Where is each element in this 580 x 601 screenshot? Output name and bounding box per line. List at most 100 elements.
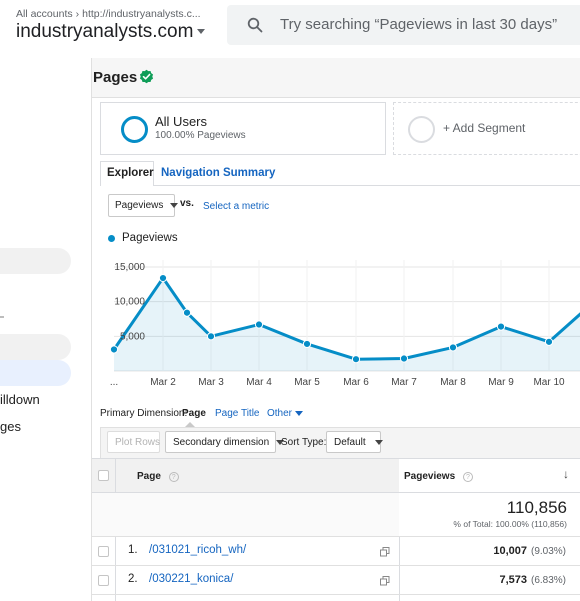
plot-rows-button[interactable]: Plot Rows xyxy=(107,431,160,453)
top-header: All accounts › http://industryanalysts.c..… xyxy=(0,0,580,58)
tab-explorer[interactable] xyxy=(100,161,154,186)
sidebar: illdown ges xyxy=(0,58,88,601)
select-metric-link[interactable]: Select a metric xyxy=(203,201,270,212)
row-checkbox[interactable] xyxy=(98,546,109,557)
tab-navigation-summary[interactable]: Navigation Summary xyxy=(161,167,276,179)
pageviews-line-chart: 15,000 10,000 5,000 ... Mar 2 Mar 3 Mar 4 Mar … xyxy=(109,260,580,388)
primary-dimension-label: Primary Dimension: xyxy=(100,408,188,419)
dimension-other[interactable]: Other xyxy=(267,408,304,419)
chart-point[interactable] xyxy=(206,332,216,341)
property-name: industryanalysts.com xyxy=(16,21,194,42)
row-pageviews-percent: (6.83%) xyxy=(531,575,567,586)
row-pageviews-value: 7,573 xyxy=(499,574,527,586)
chart-series-line xyxy=(112,276,580,361)
chart-point[interactable] xyxy=(351,355,361,364)
sidebar-item-group[interactable] xyxy=(0,334,71,360)
data-table: Page ? Pageviews ? ↓ 110,856 % of Total:… xyxy=(92,458,580,601)
chart-x-tick-label: Mar 10 xyxy=(533,377,565,388)
row-number: 1. xyxy=(128,544,138,556)
add-segment-button[interactable]: + Add Segment xyxy=(393,102,580,155)
segment-subtitle: 100.00% Pageviews xyxy=(155,130,246,141)
open-page-icon[interactable] xyxy=(380,544,390,557)
chevron-down-icon xyxy=(295,410,304,416)
col-header-pageviews[interactable]: Pageviews ? xyxy=(404,471,473,482)
chevron-down-icon xyxy=(197,29,206,35)
search-bar[interactable]: Try searching “Pageviews in last 30 days… xyxy=(227,5,580,45)
chart-y-tick-label: 10,000 xyxy=(114,297,145,308)
chart-point[interactable] xyxy=(254,320,264,329)
help-icon[interactable]: ? xyxy=(462,472,473,482)
chart-y-tick-label: 5,000 xyxy=(120,331,145,342)
col-header-page[interactable]: Page ? xyxy=(137,471,179,482)
chart-point[interactable] xyxy=(109,345,119,354)
chart-x-tick-labels: ... Mar 2 Mar 3 Mar 4 Mar 5 Mar 6 Mar 7 Mar 8 Ma… xyxy=(110,377,565,388)
sort-type-label: Sort Type: xyxy=(281,437,327,448)
dimension-other-label: Other xyxy=(267,408,293,419)
sidebar-item-active[interactable] xyxy=(0,360,71,386)
chevron-down-icon xyxy=(170,202,179,208)
row-page-link[interactable]: /030221_konica/ xyxy=(149,573,234,585)
chevron-down-icon xyxy=(374,439,383,445)
row-page-link[interactable]: /031021_ricoh_wh/ xyxy=(149,544,247,556)
total-subtitle: % of Total: 100.00% (110,856) xyxy=(453,519,567,529)
chart-point[interactable] xyxy=(399,354,409,363)
chart-x-tick-label: Mar 9 xyxy=(488,377,514,388)
legend-label: Pageviews xyxy=(122,232,178,244)
metric-dropdown[interactable]: Pageviews xyxy=(108,194,179,217)
dimension-page-title[interactable]: Page Title xyxy=(215,408,260,419)
sort-type-dropdown[interactable]: Default xyxy=(326,431,383,453)
chart-x-tick-label: Mar 3 xyxy=(198,377,224,388)
search-placeholder: Try searching “Pageviews in last 30 days… xyxy=(280,16,558,33)
add-segment-circle-icon xyxy=(408,116,435,143)
chart-point[interactable] xyxy=(448,343,458,352)
sort-descending-icon[interactable]: ↓ xyxy=(563,467,569,481)
chart-point[interactable] xyxy=(496,322,506,331)
legend-dot-icon xyxy=(108,235,115,242)
chart-point[interactable] xyxy=(158,273,168,283)
totals-cell xyxy=(399,493,580,537)
secondary-dimension-dropdown[interactable]: Secondary dimension xyxy=(165,431,285,453)
breadcrumb-url[interactable]: http://industryanalysts.c... xyxy=(82,8,201,20)
chart-y-tick-label: 15,000 xyxy=(114,262,145,273)
help-icon[interactable]: ? xyxy=(168,472,179,482)
open-page-icon[interactable] xyxy=(380,573,390,586)
sidebar-dot xyxy=(0,316,4,318)
sidebar-item-highlight[interactable] xyxy=(0,248,71,274)
chart-x-tick-label: ... xyxy=(110,377,118,388)
table-row[interactable] xyxy=(92,537,580,566)
select-all-checkbox[interactable] xyxy=(98,470,109,481)
breadcrumb: All accounts › http://industryanalysts.c..… xyxy=(16,8,201,20)
chart-points xyxy=(109,273,554,364)
row-checkbox[interactable] xyxy=(98,575,109,586)
segment-color-icon xyxy=(121,116,148,143)
chart-point[interactable] xyxy=(544,337,554,346)
chart-x-tick-label: Mar 4 xyxy=(246,377,272,388)
add-segment-label: + Add Segment xyxy=(443,121,526,135)
vs-label: vs. xyxy=(180,198,194,209)
segment-all-users[interactable]: All Users 100.00% Pageviews xyxy=(100,102,386,155)
chart-point[interactable] xyxy=(302,339,312,349)
sidebar-item-pages[interactable]: ges xyxy=(0,419,21,434)
tab-explorer-label: Explorer xyxy=(107,167,154,179)
chevron-down-icon xyxy=(276,439,285,445)
row-number: 2. xyxy=(128,573,138,585)
breadcrumb-all-accounts[interactable]: All accounts xyxy=(16,8,73,20)
chart-x-tick-label: Mar 5 xyxy=(294,377,320,388)
row-pageviews-percent: (9.03%) xyxy=(531,546,567,557)
dimension-active-pointer xyxy=(185,422,195,427)
property-selector[interactable]: industryanalysts.com xyxy=(16,21,206,43)
chart-area xyxy=(114,278,580,371)
dimension-page[interactable]: Page xyxy=(182,408,206,419)
breadcrumb-separator-icon: › xyxy=(75,8,80,20)
chart-point[interactable] xyxy=(182,308,192,317)
table-row[interactable] xyxy=(92,566,580,595)
sidebar-item-drilldown[interactable]: illdown xyxy=(0,392,40,407)
chart-x-tick-label: Mar 2 xyxy=(150,377,176,388)
segment-name: All Users xyxy=(155,114,208,129)
metric-dropdown-value: Pageviews xyxy=(115,200,164,211)
verified-check-icon xyxy=(139,69,154,84)
tab-divider xyxy=(154,185,580,186)
secondary-dimension-label: Secondary dimension xyxy=(173,437,270,448)
col-header-pageviews-cell[interactable] xyxy=(399,458,580,493)
row-pageviews-value: 10,007 xyxy=(493,545,527,557)
